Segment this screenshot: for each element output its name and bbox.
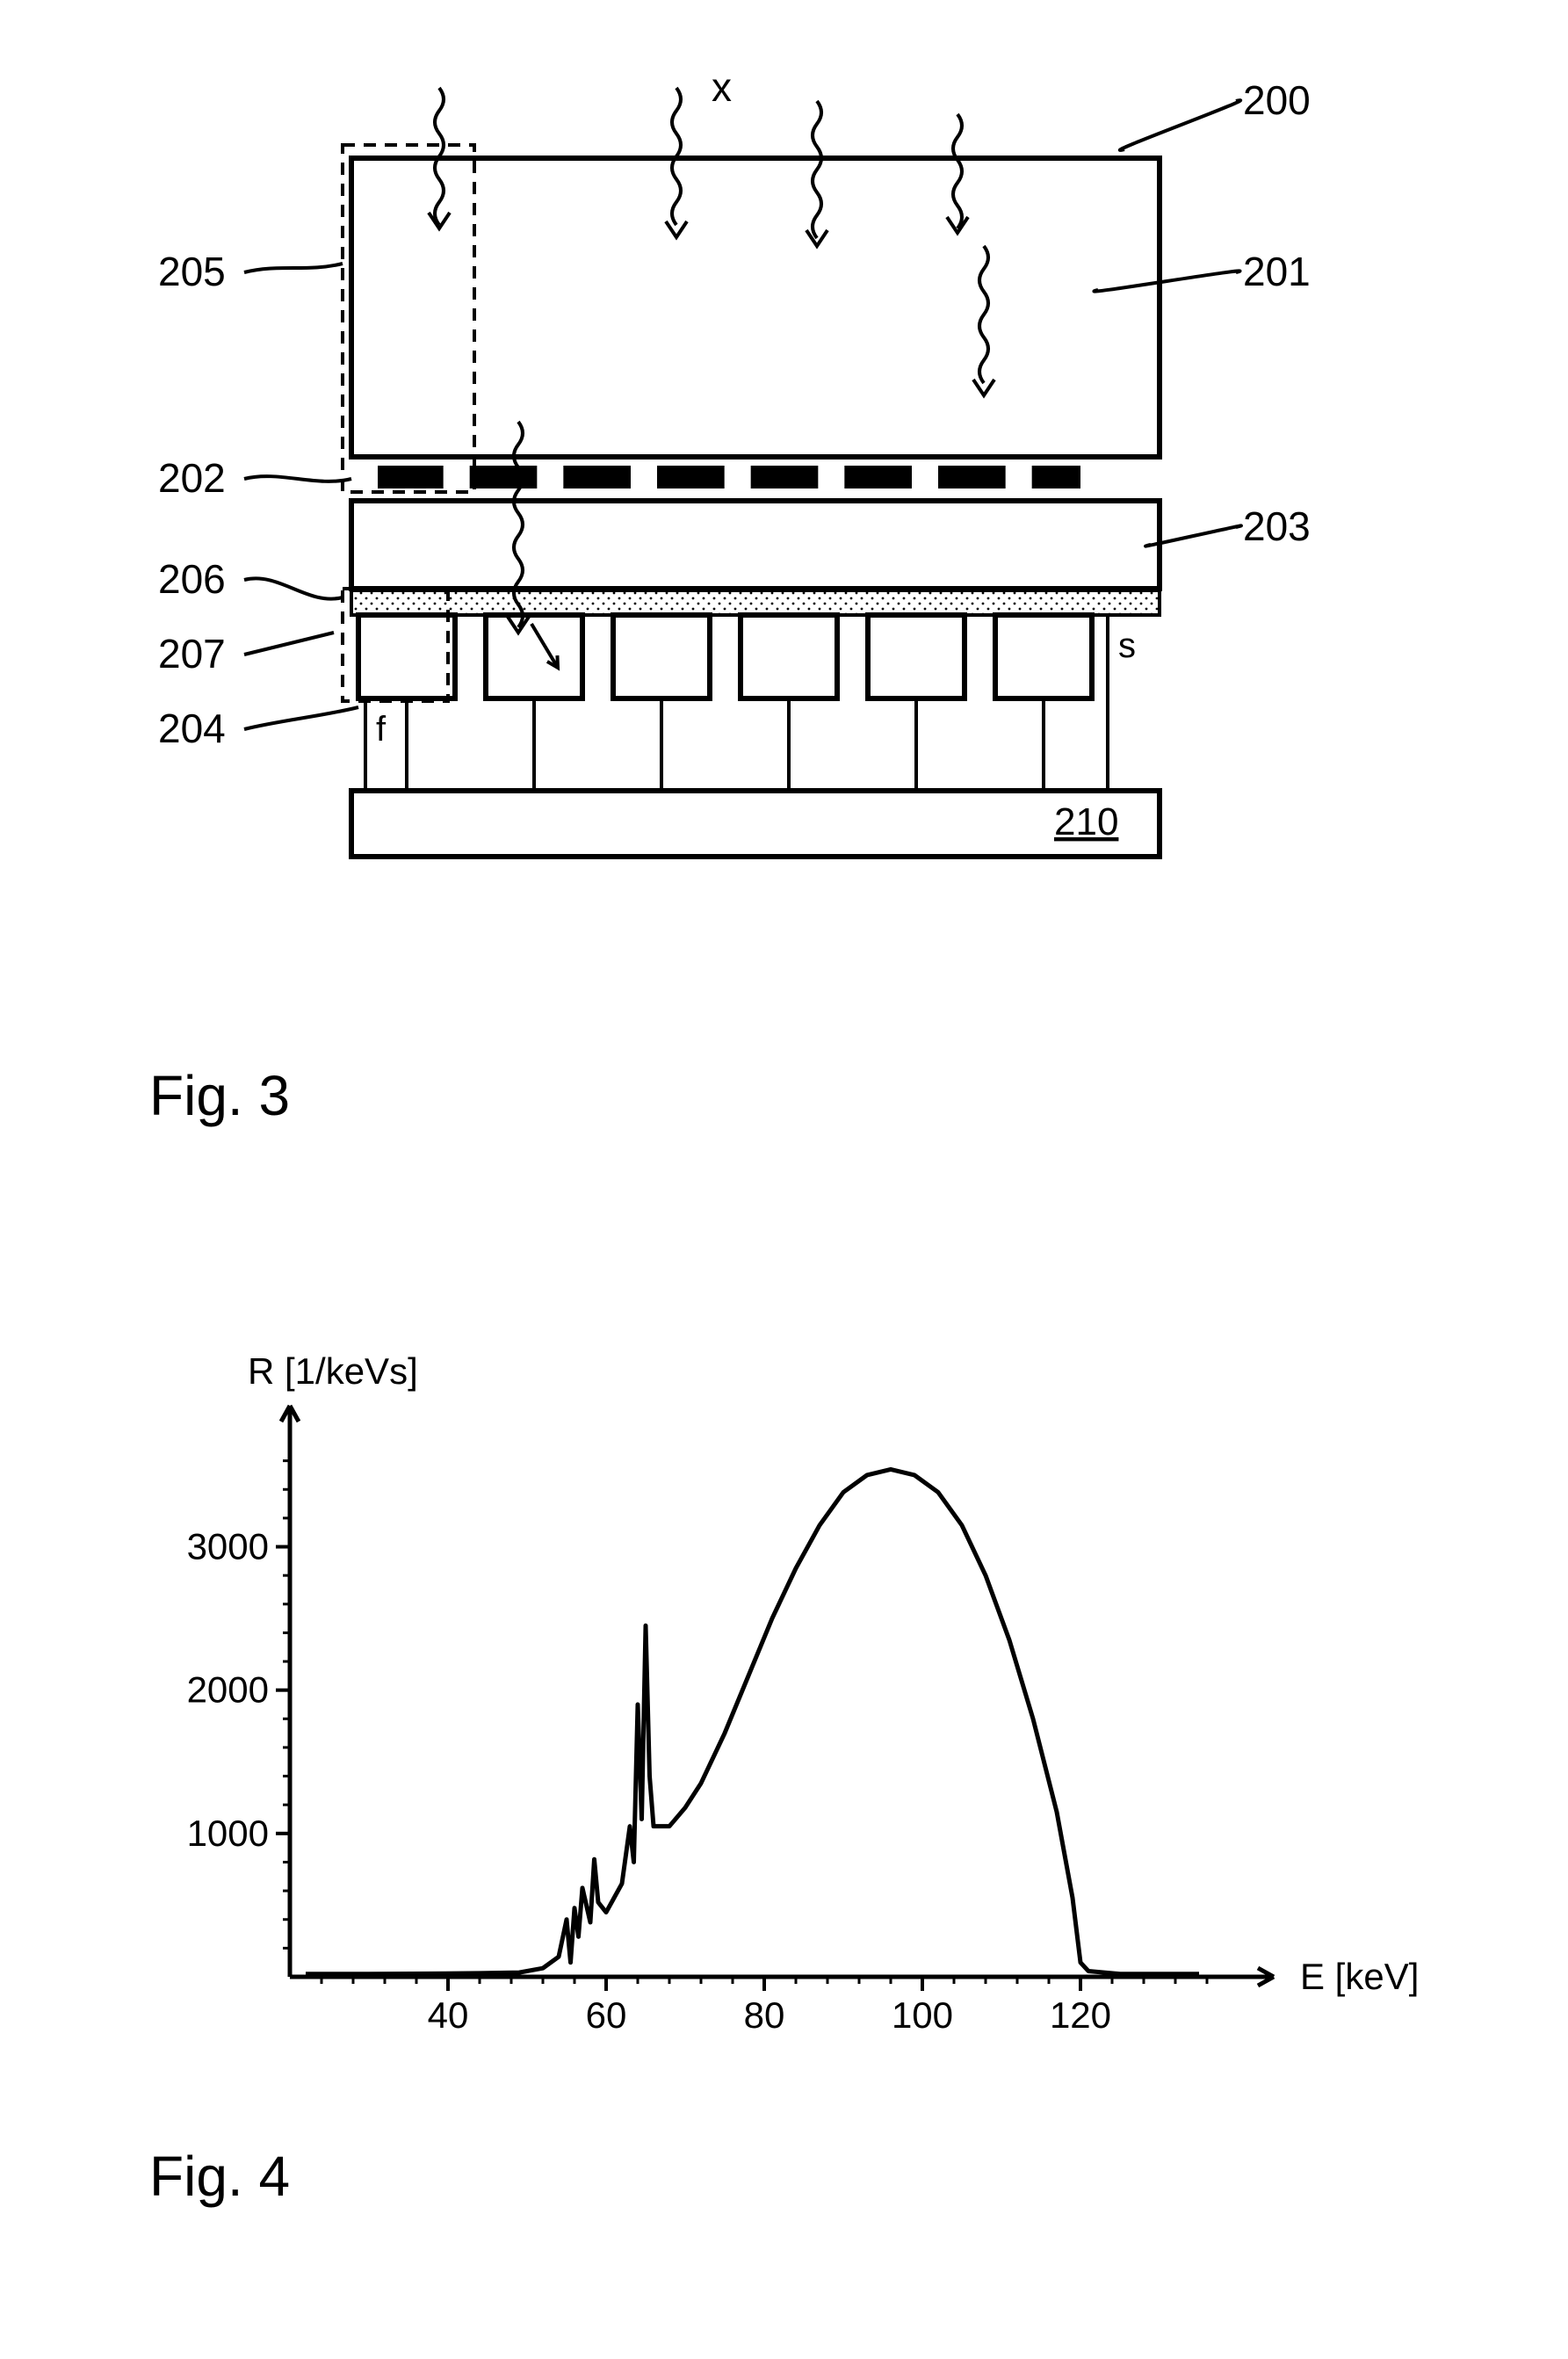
grating-gap: [631, 466, 657, 488]
x-label: x: [712, 64, 732, 110]
ref-label-203: 203: [1243, 503, 1311, 549]
xtick-label: 80: [744, 1994, 785, 2036]
block-203: [351, 501, 1160, 589]
ylabel: R [1/keVs]: [248, 1350, 418, 1392]
ref-label-202: 202: [158, 455, 226, 501]
leader-line: [244, 578, 343, 598]
fig4-caption: Fig. 4: [149, 2144, 290, 2209]
ref-label-206: 206: [158, 556, 226, 602]
leader-line: [244, 476, 351, 481]
scintillator-206: [351, 590, 1160, 615]
readout-210: [351, 791, 1160, 857]
s-label: s: [1118, 626, 1136, 665]
ref-label-205: 205: [158, 249, 226, 294]
detector-204: [358, 615, 455, 698]
f-label: f: [376, 710, 387, 749]
xtick-label: 120: [1050, 1994, 1111, 2036]
leader-line: [244, 707, 358, 729]
ytick-label: 3000: [187, 1526, 269, 1567]
readout-label: 210: [1054, 800, 1118, 843]
grating-gap: [725, 466, 751, 488]
xtick-label: 60: [586, 1994, 627, 2036]
xlabel: E [keV]: [1300, 1956, 1419, 1997]
ref-label-207: 207: [158, 631, 226, 677]
ytick-label: 2000: [187, 1669, 269, 1711]
detector-204: [995, 615, 1092, 698]
ytick-label: 1000: [187, 1813, 269, 1854]
grating-gap: [912, 466, 938, 488]
ref-label-204: 204: [158, 706, 226, 751]
detector-204: [613, 615, 710, 698]
ref-label-201: 201: [1243, 249, 1311, 294]
grating-gap: [537, 466, 563, 488]
fig3-caption: Fig. 3: [149, 1063, 290, 1128]
leader-line: [1120, 100, 1240, 150]
spectrum-curve: [306, 1469, 1199, 1973]
leader-line: [244, 633, 334, 655]
xtick-label: 40: [428, 1994, 469, 2036]
leader-line: [244, 264, 343, 272]
grating-gap: [444, 466, 470, 488]
grating-gap: [1006, 466, 1032, 488]
grating-gap: [818, 466, 844, 488]
xtick-label: 100: [892, 1994, 953, 2036]
detector-204: [741, 615, 837, 698]
detector-204: [868, 615, 965, 698]
ref-label-200: 200: [1243, 77, 1311, 123]
